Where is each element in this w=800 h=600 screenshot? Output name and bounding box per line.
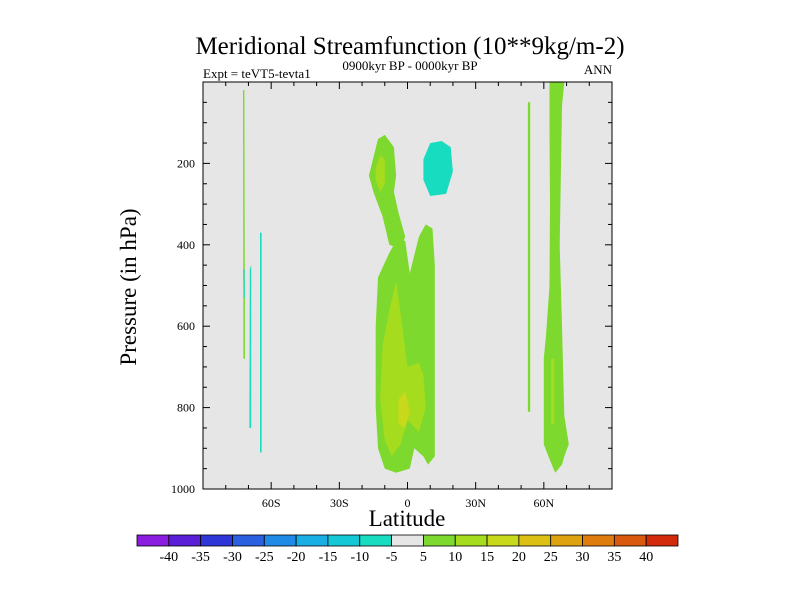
colorbar-label-9: 10 bbox=[448, 550, 462, 565]
y-tick-label-1: 400 bbox=[177, 238, 195, 252]
colorbar-label-8: 5 bbox=[420, 550, 427, 565]
colorbar-label-10: 15 bbox=[480, 550, 494, 565]
colorbar-box-12 bbox=[518, 534, 552, 547]
x-tick-label-0: 60S bbox=[262, 496, 281, 510]
y-tick-label-2: 600 bbox=[177, 319, 195, 333]
axis-ticks: 60S 30S 0 30N 60N 200 400 600 800 1000 bbox=[171, 82, 612, 510]
x-tick-label-1: 30S bbox=[330, 496, 349, 510]
colorbar-label-0: -40 bbox=[159, 550, 178, 565]
colorbar-label-4: -20 bbox=[287, 550, 306, 565]
y-tick-label-0: 200 bbox=[177, 156, 195, 170]
colorbar-label-14: 35 bbox=[607, 550, 621, 565]
colorbar-label-15: 40 bbox=[639, 550, 653, 565]
contour-region-11 bbox=[543, 82, 569, 473]
colorbar-box-9 bbox=[423, 534, 456, 547]
colorbar-box-8 bbox=[391, 534, 424, 547]
x-axis-label: Latitude bbox=[369, 506, 446, 531]
contour-region-12 bbox=[551, 358, 555, 424]
colorbar-box-15 bbox=[613, 534, 647, 547]
y-tick-label-4: 1000 bbox=[171, 482, 195, 496]
y-tick-label-3: 800 bbox=[177, 401, 195, 415]
colorbar-label-7: -5 bbox=[386, 550, 398, 565]
contour-regions bbox=[243, 82, 569, 473]
contour-region-1 bbox=[243, 269, 245, 298]
colorbar-label-3: -25 bbox=[255, 550, 274, 565]
colorbar-box-4 bbox=[263, 534, 297, 547]
experiment-label: Expt = teVT5-tevta1 bbox=[203, 66, 311, 81]
colorbar-box-5 bbox=[295, 534, 329, 547]
contour-region-9 bbox=[398, 391, 410, 428]
colorbar-box-11 bbox=[486, 534, 520, 547]
chart-title: Meridional Streamfunction (10**9kg/m-2) bbox=[195, 33, 624, 60]
contour-region-8 bbox=[380, 281, 426, 457]
colorbar-box-16 bbox=[645, 534, 679, 547]
colorbar-label-11: 20 bbox=[512, 550, 526, 565]
period-label: 0900kyr BP - 0000kyr BP bbox=[342, 58, 477, 73]
colorbar-box-14 bbox=[582, 534, 615, 547]
contour-region-5 bbox=[375, 155, 385, 192]
colorbar: -40 -35 -30 -25 -20 -15 -10 -5 5 10 15 20 25 30 35 40 bbox=[136, 534, 679, 565]
x-tick-label-3: 30N bbox=[465, 496, 486, 510]
contour-region-2 bbox=[249, 265, 252, 428]
x-tick-label-4: 60N bbox=[533, 496, 554, 510]
contour-region-6 bbox=[423, 141, 453, 196]
colorbar-label-13: 30 bbox=[576, 550, 590, 565]
colorbar-label-6: -10 bbox=[350, 550, 369, 565]
colorbar-label-12: 25 bbox=[544, 550, 558, 565]
colorbar-box-6 bbox=[327, 534, 361, 547]
contour-region-3 bbox=[260, 232, 262, 453]
contour-region-10 bbox=[527, 102, 531, 412]
x-tick-label-2: 0 bbox=[405, 496, 411, 510]
y-axis-label: Pressure (in hPa) bbox=[116, 208, 141, 365]
colorbar-box-2 bbox=[200, 534, 233, 547]
colorbar-box-0 bbox=[136, 534, 170, 547]
plot-frame bbox=[202, 81, 613, 490]
colorbar-box-13 bbox=[550, 534, 583, 547]
colorbar-box-3 bbox=[232, 534, 265, 547]
colorbar-label-2: -30 bbox=[223, 550, 242, 565]
colorbar-label-5: -15 bbox=[319, 550, 338, 565]
season-label: ANN bbox=[584, 62, 613, 77]
colorbar-label-1: -35 bbox=[191, 550, 210, 565]
colorbar-box-1 bbox=[168, 534, 202, 547]
colorbar-box-10 bbox=[454, 534, 488, 547]
colorbar-box-7 bbox=[359, 534, 392, 547]
